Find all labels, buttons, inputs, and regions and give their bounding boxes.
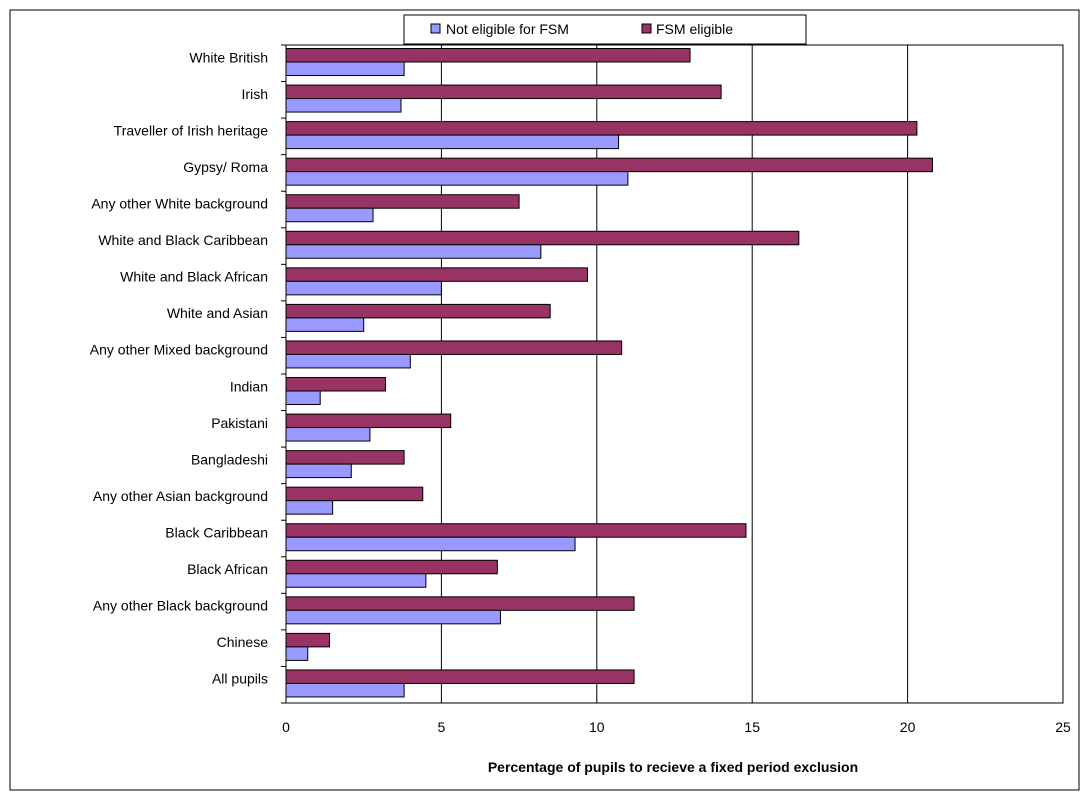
bar-fsm-eligible — [285, 267, 588, 282]
y-category-label: Black African — [187, 561, 268, 577]
bar-not-eligible — [285, 61, 405, 76]
bar-not-eligible — [285, 98, 402, 113]
legend-label: Not eligible for FSM — [446, 21, 569, 37]
bar-fsm-eligible — [285, 486, 424, 502]
bars — [285, 48, 933, 698]
bar-not-eligible — [285, 536, 576, 552]
y-category-label: White and Black African — [120, 269, 268, 285]
bar-fsm-eligible — [285, 121, 918, 136]
bar-not-eligible — [285, 463, 352, 479]
bar-not-eligible — [285, 353, 411, 369]
legend-box — [403, 14, 807, 45]
bar-not-eligible — [285, 500, 334, 515]
bar-not-eligible — [285, 573, 427, 588]
bar-fsm-eligible — [285, 559, 498, 575]
x-tick-label: 10 — [589, 719, 605, 735]
y-category-label: Any other Asian background — [93, 488, 268, 504]
x-tick-label: 5 — [438, 719, 446, 735]
y-category-label: White and Asian — [167, 305, 268, 321]
y-category-label: Bangladeshi — [191, 451, 268, 467]
bar-not-eligible — [285, 390, 321, 405]
y-category-label: Black Caribbean — [165, 525, 268, 541]
bar-fsm-eligible — [285, 632, 331, 648]
bar-fsm-eligible — [285, 157, 933, 173]
y-category-label: Any other Mixed background — [90, 342, 268, 358]
y-category-label: Traveller of Irish heritage — [114, 122, 269, 138]
bar-fsm-eligible — [285, 340, 623, 355]
bar-fsm-eligible — [285, 84, 722, 100]
labels: 0 5 10 15 20 25 White British Irish Traveller of… — [90, 49, 1071, 735]
bar-fsm-eligible — [285, 596, 635, 611]
x-axis-title: Percentage of pupils to recieve a fixed … — [488, 759, 858, 775]
bar-not-eligible — [285, 171, 629, 186]
x-tick-label: 0 — [282, 719, 290, 735]
y-category-label: Gypsy/ Roma — [183, 159, 268, 175]
y-category-label: Any other White background — [91, 196, 268, 212]
bar-not-eligible — [285, 609, 501, 625]
legend: Not eligible for FSM FSM eligible — [403, 14, 807, 45]
bar-not-eligible — [285, 207, 374, 223]
bar-fsm-eligible — [285, 450, 405, 465]
bar-not-eligible — [285, 682, 405, 698]
y-category-label: Irish — [242, 86, 268, 102]
axes — [281, 44, 286, 704]
bar-fsm-eligible — [285, 230, 800, 246]
bar-not-eligible — [285, 244, 542, 259]
y-category-label: White British — [189, 49, 268, 65]
y-category-label: Chinese — [217, 634, 269, 650]
bar-fsm-eligible — [285, 303, 551, 319]
bar-fsm-eligible — [285, 413, 452, 429]
bar-fsm-eligible — [285, 194, 520, 209]
bar-fsm-eligible — [285, 377, 386, 392]
y-category-label: Any other Black background — [93, 598, 268, 614]
bar-fsm-eligible — [285, 523, 747, 538]
y-category-label: Indian — [230, 378, 268, 394]
bar-not-eligible — [285, 280, 442, 296]
legend-swatch — [641, 23, 652, 34]
bar-fsm-eligible — [285, 48, 691, 63]
bar-fsm-eligible — [285, 669, 635, 684]
y-category-label: Pakistani — [211, 415, 268, 431]
legend-label: FSM eligible — [656, 21, 733, 37]
bar-not-eligible — [285, 134, 620, 150]
y-category-label: White and Black Caribbean — [98, 232, 268, 248]
x-tick-label: 20 — [900, 719, 916, 735]
bar-not-eligible — [285, 427, 371, 442]
y-category-label: All pupils — [212, 671, 268, 687]
x-tick-label: 25 — [1055, 719, 1071, 735]
bar-not-eligible — [285, 317, 365, 332]
x-tick-label: 15 — [744, 719, 760, 735]
legend-swatch — [430, 23, 441, 34]
bar-not-eligible — [285, 646, 309, 661]
